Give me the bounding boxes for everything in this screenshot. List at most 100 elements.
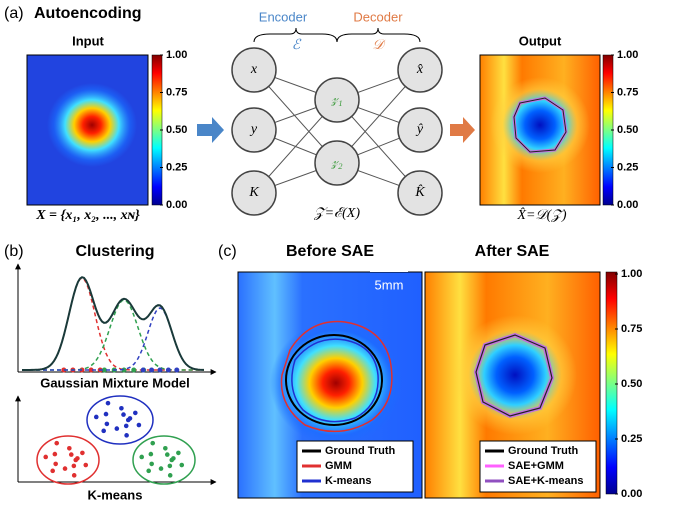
- colorbar-ticks: 1.000.750.500.250.00: [611, 49, 638, 211]
- point: [105, 422, 110, 427]
- sample-dot: [158, 368, 163, 373]
- colorbar-ticks: 1.000.750.500.250.00: [160, 49, 187, 211]
- point: [69, 452, 74, 457]
- point: [159, 466, 164, 471]
- point: [179, 463, 184, 468]
- node-label: K: [248, 185, 259, 200]
- point: [67, 446, 72, 451]
- map-title: Output: [519, 33, 562, 48]
- legend-label: SAE+GMM: [508, 460, 564, 472]
- panel-title: After SAE: [475, 243, 550, 260]
- encoder-symbol: ℰ: [292, 38, 302, 53]
- cluster: [87, 396, 153, 444]
- colorbar-ticks: 1.00 0.75 0.50 0.25 0.00: [615, 268, 642, 500]
- point: [139, 455, 144, 460]
- sample-dot: [131, 368, 136, 373]
- colorbar-tick-label: 0.50: [166, 124, 187, 136]
- point: [72, 473, 77, 478]
- legend-label: K-means: [325, 475, 371, 487]
- colorbar-tick-label: 0.25: [621, 433, 642, 445]
- arrow: [450, 117, 475, 143]
- gmm-curves: [22, 277, 204, 372]
- node-label: K̂: [414, 184, 425, 200]
- cluster: [133, 436, 195, 484]
- legend-label: GMM: [325, 460, 352, 472]
- colorbar-tick-label: 0.00: [621, 488, 642, 500]
- colorbar-tick-label: 0.50: [621, 378, 642, 390]
- point: [80, 451, 85, 456]
- panel-title: Clustering: [75, 243, 154, 260]
- point: [72, 464, 77, 469]
- panel-label: (c): [218, 243, 237, 260]
- point: [115, 426, 120, 431]
- sample-dot: [174, 368, 179, 373]
- mixture-curve: [22, 277, 204, 370]
- point: [54, 441, 59, 446]
- caption: Gaussian Mixture Model: [40, 375, 190, 390]
- panel-title: Before SAE: [286, 243, 374, 260]
- colorbar-tick-label: 0.75: [166, 86, 187, 98]
- node-label: y: [249, 122, 258, 137]
- point: [83, 463, 88, 468]
- colorbar-tick-label: 0.75: [621, 323, 642, 335]
- point: [163, 446, 168, 451]
- heatmap-blob: [47, 83, 137, 167]
- legend-label: Ground Truth: [508, 445, 579, 457]
- encoder-label: Encoder: [259, 9, 308, 24]
- colorbar-tick-label: 0.00: [166, 199, 187, 211]
- gaussian-component: [22, 278, 204, 370]
- node-label: 𝓏₁: [330, 92, 342, 107]
- scale-label: 5mm: [375, 277, 404, 292]
- colorbar-tick-label: 1.00: [621, 268, 642, 280]
- panel-label: (b): [4, 243, 24, 260]
- caption: X = {x₁, x₂, ..., xɴ}: [35, 208, 140, 223]
- caption: X̂=𝒟(𝒵): [516, 207, 566, 223]
- legend-label: Ground Truth: [325, 445, 396, 457]
- legend: Ground Truth GMM K-means: [297, 441, 413, 492]
- colorbar: [606, 272, 617, 494]
- point: [124, 424, 129, 429]
- point: [53, 462, 58, 467]
- point: [94, 415, 99, 420]
- point: [101, 429, 106, 434]
- point: [104, 412, 109, 417]
- point: [176, 451, 181, 456]
- point: [133, 411, 138, 416]
- point: [53, 452, 58, 457]
- colorbar-tick-label: 0.00: [617, 199, 638, 211]
- point: [128, 416, 133, 421]
- colorbar-tick-label: 0.50: [617, 124, 638, 136]
- point: [121, 412, 126, 417]
- point: [124, 433, 129, 438]
- caption: K-means: [88, 487, 143, 502]
- node-label: x: [250, 62, 258, 77]
- panel-label: (a): [4, 5, 24, 22]
- colorbar-tick-label: 1.00: [617, 49, 638, 61]
- point: [137, 423, 142, 428]
- point: [165, 452, 170, 457]
- kmeans-clusters: [37, 396, 195, 484]
- node-label: ŷ: [415, 122, 424, 137]
- gaussian-component: [22, 308, 204, 370]
- panel-title: Autoencoding: [34, 5, 142, 22]
- colorbar-tick-label: 0.25: [166, 161, 187, 173]
- sample-dot: [141, 368, 146, 373]
- node-label: 𝓏₂: [330, 155, 343, 170]
- cluster: [37, 436, 99, 484]
- point: [43, 455, 48, 460]
- decoder-label: Decoder: [353, 9, 403, 24]
- heatmap-blob: [490, 77, 590, 173]
- legend-label: SAE+K-means: [508, 475, 584, 487]
- sample-dot: [149, 368, 154, 373]
- map-title: Input: [72, 33, 104, 48]
- gaussian-component: [22, 300, 204, 370]
- point: [106, 401, 111, 406]
- point: [63, 466, 68, 471]
- arrow: [197, 117, 224, 143]
- point: [149, 452, 154, 457]
- figure: (a) Autoencoding Input 1.00 0.75 0.50 0.25 0…: [0, 0, 673, 506]
- point: [150, 441, 155, 446]
- colorbar-tick-label: 0.75: [617, 86, 638, 98]
- decoder-symbol: 𝒟: [372, 38, 386, 53]
